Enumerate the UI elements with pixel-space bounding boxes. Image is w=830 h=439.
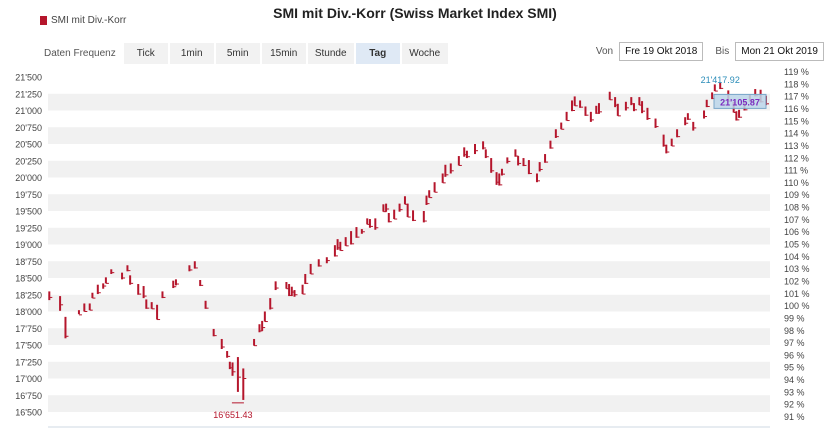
y-tick-label: 19'250 bbox=[15, 223, 42, 233]
frequency-label: Daten Frequenz bbox=[44, 48, 116, 59]
y-tick-label: 17'500 bbox=[15, 341, 42, 351]
last-value-label: 21'105.87 bbox=[720, 97, 760, 107]
date-range: Von Fre 19 Okt 2018 Bis Mon 21 Okt 2019 bbox=[596, 42, 824, 61]
to-label: Bis bbox=[715, 46, 730, 57]
freq-stunde-button[interactable]: Stunde bbox=[307, 43, 354, 64]
grid-band bbox=[48, 93, 770, 111]
grid-band bbox=[48, 361, 770, 379]
min-label: 16'651.43 bbox=[213, 410, 252, 420]
to-date-field[interactable]: Mon 21 Okt 2019 bbox=[735, 42, 824, 61]
y2-tick-label: 107 % bbox=[784, 215, 810, 225]
y-tick-label: 20'250 bbox=[15, 156, 42, 166]
y2-tick-label: 102 % bbox=[784, 276, 810, 286]
y-tick-label: 21'000 bbox=[15, 106, 42, 116]
y2-tick-label: 105 % bbox=[784, 240, 810, 250]
y2-tick-label: 103 % bbox=[784, 264, 810, 274]
frequency-selector: Daten Frequenz Tick 1min 5min 15min Stun… bbox=[44, 43, 448, 64]
y2-tick-label: 116 % bbox=[784, 104, 809, 114]
grid-band bbox=[48, 395, 770, 412]
chart-title: SMI mit Div.-Korr (Swiss Market Index SM… bbox=[273, 5, 557, 21]
legend-label: SMI mit Div.-Korr bbox=[51, 15, 127, 26]
y2-tick-label: 94 % bbox=[784, 375, 805, 385]
y-tick-label: 19'000 bbox=[15, 240, 42, 250]
from-date-field[interactable]: Fre 19 Okt 2018 bbox=[619, 42, 704, 61]
y-tick-label: 18'750 bbox=[15, 257, 42, 267]
y2-tick-label: 113 % bbox=[784, 141, 809, 151]
y2-tick-label: 117 % bbox=[784, 92, 809, 102]
y-tick-label: 18'000 bbox=[15, 307, 42, 317]
y-tick-label: 18'250 bbox=[15, 290, 42, 300]
y2-tick-label: 92 % bbox=[784, 400, 805, 410]
y2-tick-label: 91 % bbox=[784, 412, 805, 422]
y2-tick-label: 114 % bbox=[784, 129, 809, 139]
y-tick-label: 17'250 bbox=[15, 357, 42, 367]
y2-tick-label: 96 % bbox=[784, 350, 805, 360]
from-label: Von bbox=[595, 46, 614, 57]
y-tick-label: 21'250 bbox=[15, 89, 42, 99]
y2-tick-label: 108 % bbox=[784, 203, 810, 213]
freq-tag-button[interactable]: Tag bbox=[355, 43, 400, 64]
y2-tick-label: 100 % bbox=[784, 301, 810, 311]
y2-tick-label: 95 % bbox=[784, 363, 805, 373]
y2-tick-label: 109 % bbox=[784, 190, 810, 200]
y2-tick-label: 93 % bbox=[784, 387, 805, 397]
grid-band bbox=[48, 261, 770, 278]
freq-tick-button[interactable]: Tick bbox=[123, 43, 168, 64]
freq-woche-button[interactable]: Woche bbox=[401, 43, 448, 64]
y-tick-label: 19'750 bbox=[15, 190, 42, 200]
chart-legend: SMI mit Div.-Korr bbox=[40, 15, 126, 26]
y-tick-label: 16'500 bbox=[15, 408, 42, 418]
legend-swatch bbox=[40, 16, 47, 25]
y-tick-label: 20'500 bbox=[15, 140, 42, 150]
grid-band bbox=[48, 227, 770, 245]
y2-tick-label: 118 % bbox=[784, 79, 809, 89]
y2-tick-label: 106 % bbox=[784, 227, 810, 237]
y2-tick-label: 98 % bbox=[784, 326, 805, 336]
y2-tick-label: 101 % bbox=[784, 289, 810, 299]
y-tick-label: 19'500 bbox=[15, 207, 42, 217]
y-tick-label: 16'750 bbox=[15, 391, 42, 401]
grid-band bbox=[48, 194, 770, 211]
y2-tick-label: 115 % bbox=[784, 116, 809, 126]
y-tick-label: 20'000 bbox=[15, 173, 42, 183]
grid-band bbox=[48, 160, 770, 178]
y2-tick-label: 104 % bbox=[784, 252, 810, 262]
last-value-box bbox=[713, 93, 767, 109]
y2-tick-label: 99 % bbox=[784, 313, 805, 323]
freq-5min-button[interactable]: 5min bbox=[215, 43, 260, 64]
y2-tick-label: 110 % bbox=[784, 178, 809, 188]
y-tick-label: 17'750 bbox=[15, 324, 42, 334]
y2-tick-label: 112 % bbox=[784, 153, 809, 163]
y2-tick-label: 111 % bbox=[784, 166, 808, 176]
y-tick-label: 17'000 bbox=[15, 374, 42, 384]
grid-band bbox=[48, 294, 770, 312]
max-label: 21'417.92 bbox=[701, 75, 740, 85]
grid-band bbox=[48, 328, 770, 345]
y2-tick-label: 119 % bbox=[784, 67, 809, 77]
freq-1min-button[interactable]: 1min bbox=[169, 43, 214, 64]
freq-15min-button[interactable]: 15min bbox=[261, 43, 306, 64]
grid-band bbox=[48, 127, 770, 144]
y-tick-label: 20'750 bbox=[15, 123, 42, 133]
y-tick-label: 18'500 bbox=[15, 274, 42, 284]
y-tick-label: 21'500 bbox=[15, 73, 42, 83]
y2-tick-label: 97 % bbox=[784, 338, 805, 348]
